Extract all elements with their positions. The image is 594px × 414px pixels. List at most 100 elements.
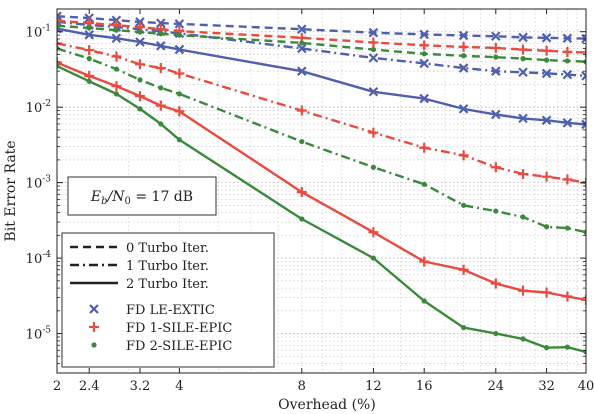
dot-marker — [370, 255, 376, 261]
x-marker-stroke — [368, 27, 379, 38]
x-marker-stroke — [541, 68, 552, 79]
x-marker-stroke — [562, 69, 573, 80]
x-marker-stroke — [458, 104, 469, 114]
x-marker — [541, 115, 552, 126]
dot-marker — [299, 40, 305, 46]
dot-marker — [113, 91, 120, 97]
x-marker-stroke — [419, 29, 429, 40]
plus-marker — [57, 57, 62, 68]
dot-marker — [583, 229, 586, 235]
plus-marker — [541, 287, 552, 298]
x-marker-stroke — [518, 67, 528, 78]
x-marker-stroke — [458, 30, 469, 41]
series-fd-1-sile-epic-iter-1 — [57, 38, 586, 188]
x-marker-stroke — [581, 122, 586, 130]
series-line — [57, 47, 586, 234]
y-tick-label: 10-5 — [26, 326, 52, 343]
annotation-text: Eb/N0 = 17 dB — [90, 189, 193, 207]
x-marker-stroke — [84, 13, 94, 23]
dot-marker — [86, 56, 92, 62]
x-marker — [297, 66, 307, 76]
dot-marker — [543, 57, 550, 63]
plus-marker — [562, 291, 573, 302]
y-tick-label: 10-3 — [26, 175, 52, 192]
plus-marker — [490, 42, 501, 53]
x-tick-label: 2 — [53, 379, 61, 394]
dot-marker — [57, 23, 60, 29]
dot-marker — [520, 214, 526, 220]
plus-marker — [174, 106, 185, 117]
x-marker-stroke — [581, 71, 586, 78]
dot-marker — [564, 225, 570, 231]
x-marker-stroke — [297, 66, 307, 76]
plus-marker — [458, 150, 469, 161]
x-marker — [518, 67, 528, 78]
x-marker — [491, 31, 501, 42]
x-marker — [135, 37, 145, 47]
dot-marker — [137, 77, 143, 83]
legend-linestyle-label: 2 Turbo Iter. — [126, 277, 209, 292]
series-layer — [57, 11, 586, 355]
plot-frame — [56, 8, 587, 374]
x-axis-label: Overhead (%) — [278, 397, 376, 413]
x-marker — [562, 118, 573, 128]
x-marker — [368, 27, 379, 38]
y-tick-label: 10-1 — [26, 24, 51, 41]
dot-marker — [57, 63, 60, 69]
plus-marker — [419, 142, 430, 153]
x-marker — [458, 63, 469, 73]
plus-marker — [458, 41, 469, 52]
x-tick-label: 8 — [298, 379, 306, 394]
x-marker-stroke — [57, 17, 62, 24]
x-marker — [419, 93, 429, 104]
x-marker — [458, 30, 469, 41]
x-marker — [368, 86, 379, 97]
x-marker-stroke — [518, 113, 528, 124]
x-tick-label: 24 — [488, 379, 505, 394]
x-marker — [541, 33, 552, 43]
plus-marker — [368, 37, 379, 48]
x-marker-stroke — [541, 115, 552, 126]
snr-annotation: Eb/N0 = 17 dB — [67, 176, 217, 216]
plus-marker — [541, 171, 552, 182]
dot-marker — [176, 91, 182, 97]
x-marker-stroke — [562, 118, 573, 128]
dot-marker — [91, 342, 97, 348]
plus-marker — [562, 174, 573, 185]
dot-marker — [113, 66, 120, 72]
plus-marker — [581, 47, 586, 58]
x-marker-stroke — [541, 33, 552, 43]
x-marker-stroke — [581, 33, 586, 41]
plus-marker — [57, 15, 62, 26]
plus-marker — [419, 40, 430, 51]
legend-method-label: FD LE-EXTIC — [126, 303, 215, 318]
x-marker — [156, 18, 166, 28]
dot-marker — [493, 330, 499, 337]
x-marker — [135, 17, 145, 27]
plus-marker — [296, 105, 307, 116]
x-marker-stroke — [135, 17, 145, 27]
annotation-n: N — [111, 189, 125, 205]
x-marker — [562, 33, 573, 43]
x-marker-stroke — [419, 93, 429, 104]
series-fd-2-sile-epic-iter-2 — [57, 63, 586, 355]
dot-marker — [543, 224, 550, 230]
dot-marker — [137, 29, 143, 35]
x-marker-stroke — [156, 41, 166, 51]
x-tick-label: 40 — [578, 379, 594, 394]
plus-marker — [296, 187, 307, 198]
x-marker — [297, 24, 307, 34]
plus-marker — [111, 81, 122, 92]
annotation-e-sub: b — [101, 196, 107, 207]
x-tick-label: 16 — [416, 379, 433, 394]
dot-marker — [370, 46, 376, 53]
dot-marker — [461, 324, 467, 331]
plus-marker — [111, 51, 122, 62]
plus-marker — [134, 91, 145, 102]
x-marker — [419, 29, 429, 40]
x-marker-stroke — [297, 24, 307, 34]
x-marker-stroke — [368, 53, 379, 63]
x-marker-stroke — [111, 33, 122, 43]
dot-marker — [176, 137, 182, 143]
dot-marker — [564, 58, 570, 64]
